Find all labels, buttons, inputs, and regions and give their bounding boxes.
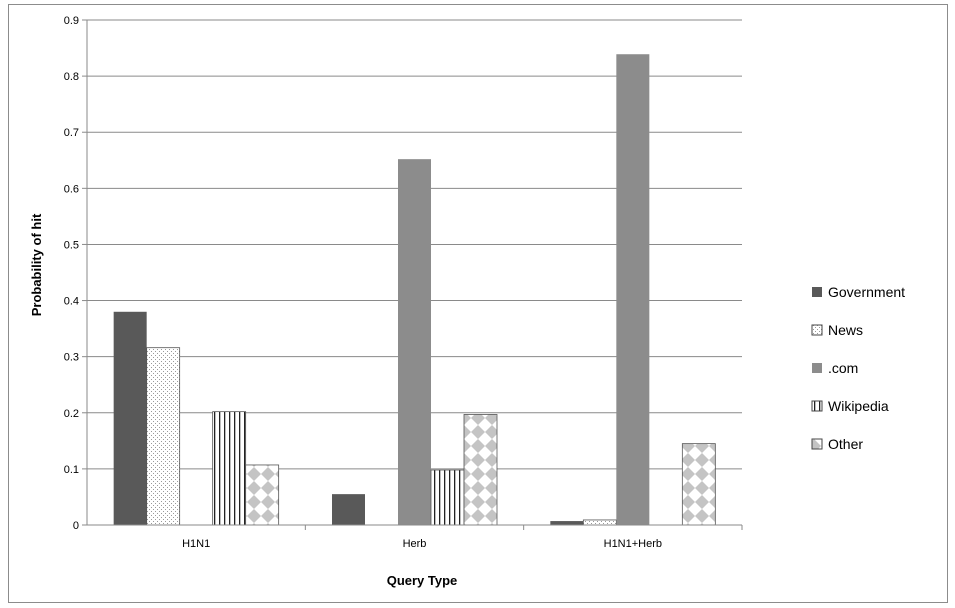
legend-swatch xyxy=(812,363,822,373)
y-tick-label: 0.7 xyxy=(64,127,79,139)
legend-swatch xyxy=(811,438,823,450)
bar-government-h1n1 xyxy=(113,311,147,525)
x-tick-label: H1N1+Herb xyxy=(604,538,662,550)
y-tick-label: 0.1 xyxy=(64,464,79,476)
y-tick-label: 0.4 xyxy=(64,296,79,308)
x-axis-title: Query Type xyxy=(387,573,458,588)
bar-other-h1n1herb xyxy=(681,443,716,526)
axes xyxy=(82,19,743,530)
legend-label: Wikipedia xyxy=(828,398,889,414)
bar-other-herb xyxy=(463,414,498,526)
y-tick-label: 0.6 xyxy=(64,183,79,195)
tick-labels: 0 0.1 0.2 0.3 0.4 0.5 0.6 0.7 0.8 0.9 H1N1 Herb H1N1… xyxy=(64,15,662,550)
bar-news-h1n1 xyxy=(146,347,181,526)
bar-com-h1n1herb xyxy=(616,54,650,525)
bar-government-h1n1herb xyxy=(550,521,584,525)
bar-wikipedia-h1n1 xyxy=(212,411,247,526)
y-tick-label: 0.2 xyxy=(64,408,79,420)
legend-swatch xyxy=(812,287,822,297)
legend-swatch xyxy=(811,324,823,336)
y-tick-label: 0.3 xyxy=(64,352,79,364)
legend-label: .com xyxy=(828,360,858,376)
legend-swatch xyxy=(811,400,823,412)
y-tick-label: 0.9 xyxy=(64,15,79,27)
bar-com-herb xyxy=(398,159,431,525)
bar-other-h1n1 xyxy=(245,464,280,526)
bar-chart: 0 0.1 0.2 0.3 0.4 0.5 0.6 0.7 0.8 0.9 H1N1 Herb H1N1… xyxy=(29,15,905,588)
bar-news-h1n1herb xyxy=(582,519,617,526)
bars xyxy=(113,54,716,526)
legend-label: News xyxy=(828,322,863,338)
bar-government-herb xyxy=(332,494,365,525)
x-tick-label: Herb xyxy=(403,538,427,550)
bar-wikipedia-herb xyxy=(430,469,465,526)
legend-label: Government xyxy=(828,284,905,300)
x-tick-label: H1N1 xyxy=(182,538,210,550)
legend-label: Other xyxy=(828,436,863,452)
legend: Government News .com Wikipedia Other xyxy=(811,284,905,452)
y-tick-label: 0 xyxy=(73,520,79,532)
y-tick-label: 0.8 xyxy=(64,71,79,83)
chart-frame: 0 0.1 0.2 0.3 0.4 0.5 0.6 0.7 0.8 0.9 H1N1 Herb H1N1… xyxy=(8,4,948,603)
y-axis-title: Probability of hit xyxy=(29,213,44,316)
y-tick-label: 0.5 xyxy=(64,239,79,251)
